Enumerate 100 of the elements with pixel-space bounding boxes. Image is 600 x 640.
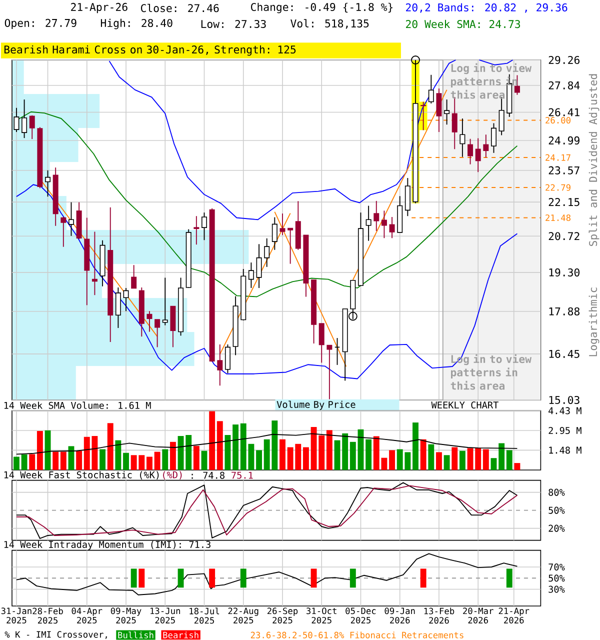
bar — [21, 454, 28, 470]
x-tick-label: 13-Feb 2026 — [424, 608, 454, 624]
x-tick-label: 31-Oct 2025 — [306, 608, 336, 624]
candlestick — [483, 134, 489, 158]
candlestick — [224, 344, 230, 374]
y-tick-label: 20.72 — [548, 232, 580, 240]
bar — [366, 439, 372, 470]
x-tick-label: 20-Mar 2026 — [463, 608, 494, 624]
ref-line-label: 24.17 — [546, 154, 570, 161]
candlestick — [131, 264, 137, 289]
bar — [326, 430, 332, 470]
y-tick-label: 1.48 M — [549, 446, 582, 454]
legend-title: % K - IMI Crossover, — [4, 631, 107, 639]
bar — [467, 448, 474, 470]
bar — [154, 452, 160, 470]
chart-title: 14 Week Fast Stochastic (%K) — [4, 471, 159, 480]
bar — [358, 429, 364, 470]
text: 23.6-38.2-50-61.8% Fibonacci Retracements — [250, 632, 464, 638]
x-tick-label: 31-Jan 2025 — [1, 608, 32, 624]
text: WEEKLY CHART — [431, 401, 498, 409]
ref-line-label: 26.00 — [546, 116, 570, 124]
bar — [334, 440, 340, 470]
text: Open: 27.79 — [4, 18, 76, 30]
text: 75.1 — [232, 472, 253, 479]
ref-line-label: 21.48 — [546, 214, 570, 222]
y-tick-label: 22.15 — [548, 198, 580, 206]
bar — [123, 452, 129, 470]
candlestick — [468, 138, 474, 165]
bar — [14, 456, 20, 470]
candlestick — [334, 338, 340, 366]
ref-line-label: 22.79 — [546, 184, 570, 191]
bar — [280, 439, 286, 470]
y-tick-label: 70% — [548, 563, 565, 571]
text: Close: 27.46 — [140, 4, 219, 12]
bar — [146, 456, 152, 470]
candlestick — [428, 74, 434, 104]
bar — [475, 448, 482, 470]
chart-title: 14 Week Intraday Momentum (IMI): 71.3 — [4, 540, 210, 550]
x-tick-label: 09-Jan 2026 — [384, 608, 415, 624]
candlestick — [60, 216, 66, 248]
y-tick-label: 17.88 — [549, 307, 580, 316]
text: 20 Week SMA: 24.73 — [406, 20, 520, 28]
text: High: 28.40 — [100, 18, 172, 30]
text: Bullish — [118, 632, 154, 638]
bar — [420, 439, 426, 470]
candlestick — [146, 310, 152, 332]
y-tick-label: 50% — [548, 506, 565, 514]
candlestick — [491, 122, 496, 154]
bar — [498, 443, 505, 470]
text: Change: -0.49 {-1.8 %} — [251, 2, 393, 14]
y-tick-label: 27.84 — [548, 81, 580, 90]
bar — [436, 452, 442, 470]
bar — [506, 450, 512, 470]
candlestick — [123, 287, 129, 312]
bar — [170, 442, 176, 470]
text: 21-Apr-26 — [71, 2, 128, 14]
y-tick-label: 80% — [548, 488, 565, 496]
candlestick — [272, 216, 278, 250]
candlestick — [318, 323, 324, 364]
y-tick-label: 23.57 — [548, 166, 580, 174]
candlestick — [154, 318, 160, 348]
bar — [193, 446, 200, 470]
text: Low: 27.33 — [201, 20, 266, 28]
bar — [452, 447, 458, 470]
text: Volume By Price — [276, 400, 356, 410]
x-tick-label: 18-Jul 2025 — [190, 608, 220, 624]
candlestick — [45, 170, 51, 198]
bar — [232, 424, 239, 470]
bar — [389, 450, 396, 470]
bar — [162, 449, 168, 470]
bar — [412, 422, 418, 470]
x-tick-label: 13-Jun 2025 — [150, 608, 180, 624]
bar — [52, 452, 59, 470]
text: : 74.8 — [192, 472, 224, 479]
y-axis-title: Split and Dividend Adjusted — [588, 74, 600, 246]
candlestick — [217, 344, 223, 386]
bar — [29, 454, 36, 470]
bar — [256, 450, 262, 470]
bar — [490, 458, 497, 470]
y-tick-label: 15.03 — [549, 396, 580, 404]
bar — [302, 447, 309, 470]
text: (%D) — [163, 471, 182, 480]
bar — [76, 450, 82, 470]
bar — [459, 450, 466, 470]
candlestick — [326, 344, 332, 400]
text: Bearish — [163, 632, 198, 638]
x-tick-label: 28-Feb 2025 — [32, 608, 63, 624]
candlestick — [460, 118, 466, 158]
bar — [428, 444, 434, 470]
candlestick — [29, 114, 35, 140]
line-series — [16, 553, 518, 596]
chart-title: Bearish Harami Cross on 30-Jan-26, Strength: 125 — [4, 45, 296, 56]
bar — [44, 430, 51, 470]
x-tick-label: 05-Dec 2025 — [346, 608, 376, 624]
bar — [342, 433, 348, 470]
bar — [482, 449, 489, 470]
y-tick-label: 50% — [548, 574, 565, 582]
candlestick — [381, 210, 387, 239]
y-tick-label: 2.95 M — [548, 426, 582, 434]
x-tick-label: 04-Apr 2025 — [72, 608, 102, 624]
